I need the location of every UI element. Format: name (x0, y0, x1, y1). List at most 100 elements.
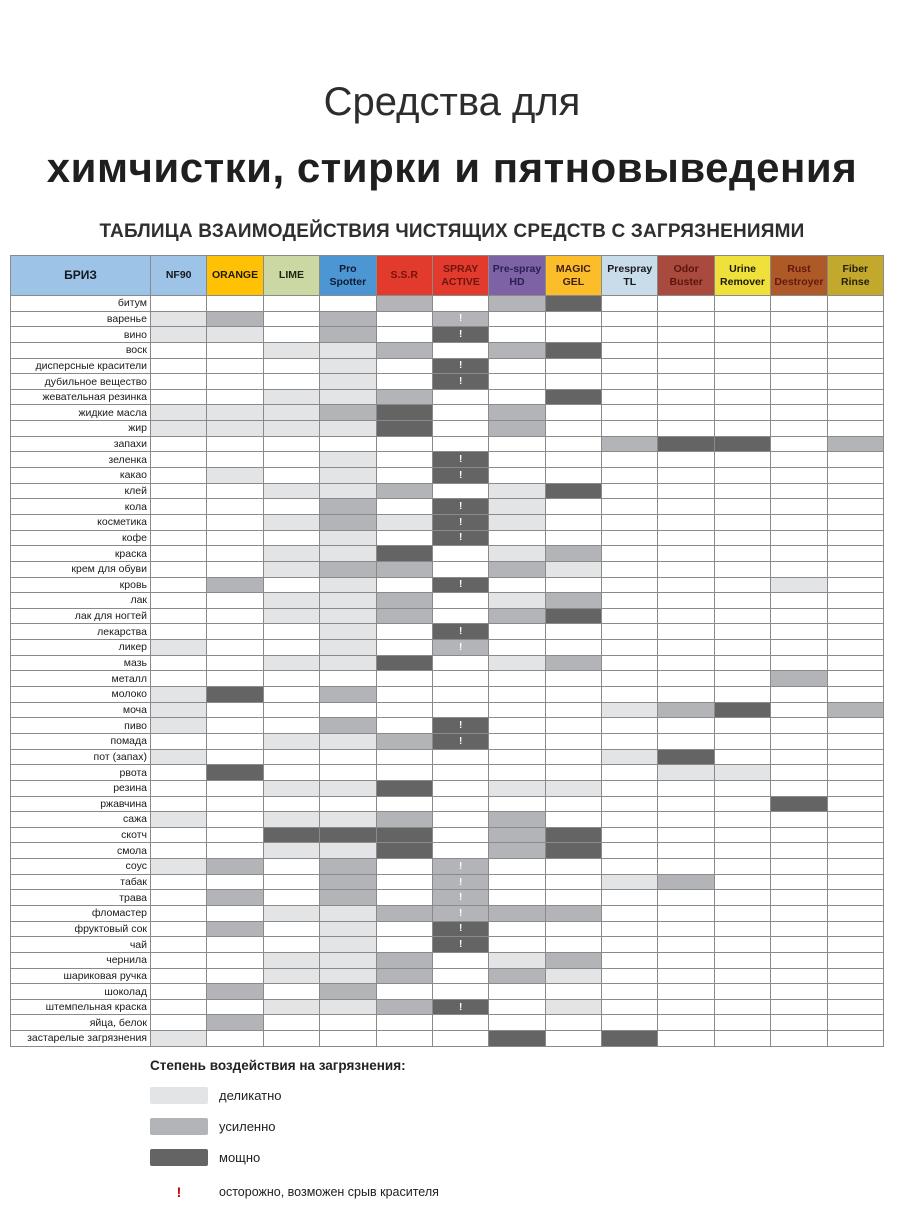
cell-r9-c5 (376, 421, 433, 437)
cell-r11-c6: ! (432, 452, 490, 469)
cell-r22-c3 (263, 624, 321, 641)
cell-r41-c9 (602, 921, 659, 938)
cell-r3-c4 (320, 327, 377, 343)
cell-r2-c9 (602, 311, 659, 328)
cell-r11-c4 (320, 452, 377, 469)
cell-r25-c13 (827, 671, 884, 688)
cell-r14-c10 (658, 499, 715, 515)
cell-r46-c3 (263, 999, 321, 1016)
cell-r2-c10 (658, 311, 715, 328)
cell-r30-c7 (489, 749, 546, 766)
legend-item-3: мощно (150, 1149, 710, 1166)
cell-r8-c7 (489, 405, 546, 422)
cell-r20-c5 (376, 593, 433, 609)
cell-r45-c6 (432, 984, 490, 1000)
row-label-молоко: молоко (11, 687, 151, 703)
cell-r36-c5 (376, 843, 433, 860)
cell-r13-c10 (658, 483, 715, 500)
cell-r23-c4 (320, 640, 377, 656)
cell-r6-c8 (545, 374, 603, 390)
cell-r15-c11 (714, 514, 772, 531)
row-label-кола: кола (11, 499, 151, 515)
cell-r40-c13 (827, 905, 884, 922)
col-header-urine-remover: Urine Remover (714, 256, 772, 296)
col-header-s-s-r: S.S.R (376, 256, 433, 296)
cell-r18-c5 (376, 561, 433, 578)
cell-r20-c8 (545, 593, 603, 609)
cell-r43-c10 (658, 952, 715, 969)
cell-r46-c8 (545, 999, 603, 1016)
row-label-застарелые-загрязнения: застарелые загрязнения (11, 1031, 151, 1047)
cell-r32-c5 (376, 780, 433, 797)
row-label-жевательная-резинка: жевательная резинка (11, 389, 151, 406)
cell-r14-c3 (263, 499, 321, 515)
cell-r45-c7 (489, 984, 546, 1000)
cell-r21-c13 (827, 608, 884, 625)
cell-r37-c1 (151, 859, 208, 875)
cell-r17-c9 (602, 546, 659, 562)
cell-r21-c12 (771, 608, 828, 625)
cell-r2-c7 (489, 311, 546, 328)
row-label-битум: битум (11, 296, 151, 312)
cell-r45-c1 (151, 984, 208, 1000)
cell-r22-c12 (771, 624, 828, 641)
legend-warn-row: ! осторожно, возможен срыв красителя (150, 1184, 710, 1200)
cell-r33-c1 (151, 796, 208, 813)
cell-r33-c6 (432, 796, 490, 813)
cell-r35-c5 (376, 827, 433, 844)
row-label-пиво: пиво (11, 718, 151, 734)
cell-r21-c6 (432, 608, 490, 625)
cell-r38-c3 (263, 874, 321, 891)
cell-r41-c11 (714, 921, 772, 938)
cell-r5-c5 (376, 358, 433, 375)
cell-r36-c4 (320, 843, 377, 860)
cell-r45-c13 (827, 984, 884, 1000)
cell-r28-c2 (207, 718, 264, 734)
cell-r38-c6: ! (432, 874, 490, 891)
cell-r44-c5 (376, 968, 433, 985)
cell-r24-c3 (263, 655, 321, 672)
cell-r8-c3 (263, 405, 321, 422)
cell-r41-c7 (489, 921, 546, 938)
cell-r39-c1 (151, 890, 208, 906)
cell-r46-c6: ! (432, 999, 490, 1016)
cell-r45-c11 (714, 984, 772, 1000)
cell-r16-c11 (714, 530, 772, 547)
cell-r24-c4 (320, 655, 377, 672)
cell-r31-c7 (489, 765, 546, 781)
cell-r25-c9 (602, 671, 659, 688)
cell-r21-c7 (489, 608, 546, 625)
cell-r33-c7 (489, 796, 546, 813)
cell-r47-c5 (376, 1015, 433, 1032)
cell-r38-c8 (545, 874, 603, 891)
cell-r24-c7 (489, 655, 546, 672)
row-label-штемпельная-краска: штемпельная краска (11, 999, 151, 1016)
cell-r19-c10 (658, 577, 715, 594)
cell-r21-c10 (658, 608, 715, 625)
cell-r22-c7 (489, 624, 546, 641)
cell-r9-c2 (207, 421, 264, 437)
cell-r11-c1 (151, 452, 208, 469)
cell-r31-c5 (376, 765, 433, 781)
cell-r31-c1 (151, 765, 208, 781)
cell-r36-c11 (714, 843, 772, 860)
cell-r18-c13 (827, 561, 884, 578)
cell-r41-c10 (658, 921, 715, 938)
cell-r31-c8 (545, 765, 603, 781)
cell-r19-c13 (827, 577, 884, 594)
cell-r19-c8 (545, 577, 603, 594)
cell-r27-c4 (320, 702, 377, 719)
cell-r35-c13 (827, 827, 884, 844)
cell-r13-c5 (376, 483, 433, 500)
cell-r35-c1 (151, 827, 208, 844)
legend-swatch-level1 (150, 1087, 208, 1104)
cell-r28-c12 (771, 718, 828, 734)
cell-r40-c8 (545, 905, 603, 922)
cell-r25-c3 (263, 671, 321, 688)
cell-r14-c13 (827, 499, 884, 515)
cell-r17-c6 (432, 546, 490, 562)
cell-r3-c8 (545, 327, 603, 343)
cell-r6-c9 (602, 374, 659, 390)
cell-r41-c6: ! (432, 921, 490, 938)
cell-r6-c10 (658, 374, 715, 390)
